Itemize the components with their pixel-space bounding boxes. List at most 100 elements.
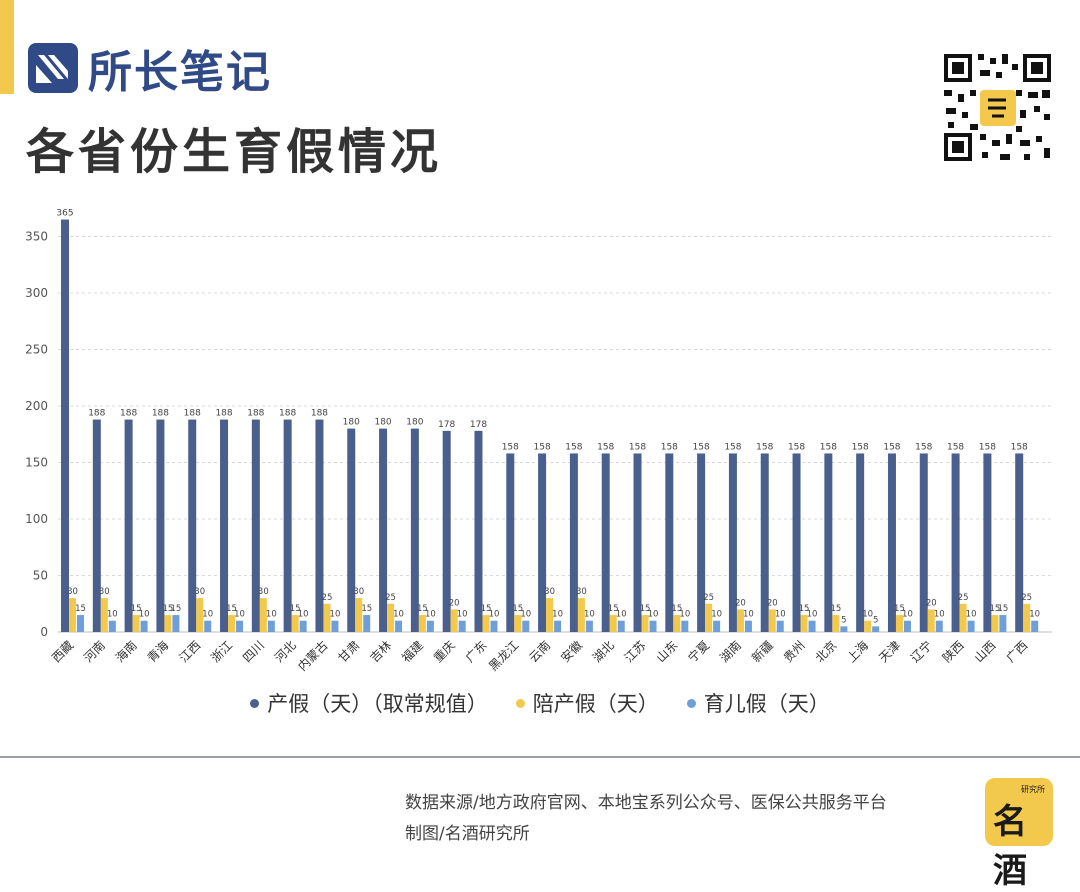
bar-paternity (355, 598, 363, 632)
data-label: 30 (194, 587, 205, 597)
footer-divider (0, 756, 1080, 758)
x-tick-label: 黑龙江 (486, 638, 521, 673)
bar-maternity (792, 453, 801, 632)
data-label: 15 (608, 604, 619, 614)
data-label: 20 (767, 598, 778, 608)
bar-childcare (458, 620, 466, 632)
bar-paternity (323, 603, 331, 632)
data-label: 30 (576, 587, 587, 597)
chart: 0 50 100 150 200 250 300 350 365 30 15 西藏 188 30 10 河南 1… (25, 209, 1052, 674)
data-label: 20 (926, 598, 937, 608)
data-label: 15 (512, 604, 523, 614)
x-tick-label: 青海 (144, 638, 172, 666)
bar-maternity (633, 453, 642, 632)
data-label: 158 (947, 442, 964, 452)
brand: 所长笔记 (28, 38, 272, 98)
bar-maternity (569, 453, 578, 632)
x-tick-label: 宁夏 (685, 638, 713, 666)
data-label: 158 (979, 442, 996, 452)
y-tick-label: 0 (40, 625, 48, 639)
bar-paternity (291, 615, 299, 632)
bar-childcare (744, 620, 752, 632)
bar-paternity (959, 603, 967, 632)
data-label: 30 (544, 587, 555, 597)
data-label: 10 (616, 610, 627, 620)
y-tick-label: 350 (25, 230, 48, 244)
data-label: 30 (353, 587, 364, 597)
x-tick-label: 吉林 (367, 638, 394, 665)
data-label: 158 (915, 442, 932, 452)
x-tick-label: 天津 (876, 638, 903, 665)
bar-paternity (800, 615, 808, 632)
data-label: 15 (417, 604, 428, 614)
data-label: 10 (934, 610, 945, 620)
data-label: 10 (266, 610, 277, 620)
data-label: 188 (120, 409, 137, 419)
data-label: 25 (385, 593, 396, 603)
bar-childcare (236, 620, 244, 632)
bar-maternity (887, 453, 896, 632)
data-label: 15 (799, 604, 810, 614)
data-label: 10 (234, 610, 245, 620)
data-label: 15 (290, 604, 301, 614)
bar-paternity (609, 615, 617, 632)
bar-childcare (108, 620, 116, 632)
data-label: 10 (679, 610, 690, 620)
bar-maternity (379, 428, 388, 632)
brand-name: 所长笔记 (88, 47, 272, 98)
data-label: 30 (99, 587, 110, 597)
data-label: 10 (489, 610, 500, 620)
data-label: 10 (1029, 610, 1040, 620)
data-label: 158 (852, 442, 869, 452)
data-label: 15 (226, 604, 237, 614)
bar-maternity (760, 453, 769, 632)
bar-childcare (299, 620, 307, 632)
bar-paternity (673, 615, 681, 632)
data-label: 158 (629, 442, 646, 452)
legend-dot-paternity (515, 698, 525, 708)
data-label: 180 (374, 418, 391, 428)
bar-childcare (903, 620, 911, 632)
bar-paternity (100, 598, 108, 632)
bar-maternity (156, 419, 165, 632)
y-tick-label: 250 (25, 343, 48, 357)
bar-paternity (164, 615, 172, 632)
bar-paternity (418, 615, 426, 632)
bar-childcare (840, 626, 848, 632)
x-tick-label: 四川 (240, 638, 267, 665)
bar-childcare (490, 620, 498, 632)
data-label: 10 (584, 610, 595, 620)
data-label: 158 (788, 442, 805, 452)
bar-maternity (951, 453, 960, 632)
x-tick-label: 海南 (112, 638, 140, 666)
accent-bar (0, 0, 14, 94)
data-label: 158 (883, 442, 900, 452)
data-label: 15 (989, 604, 1000, 614)
x-tick-label: 山东 (654, 638, 681, 665)
bar-paternity (577, 598, 585, 632)
bar-paternity (736, 609, 744, 632)
bar-childcare (426, 620, 434, 632)
bar-maternity (283, 419, 292, 632)
data-label: 158 (502, 442, 519, 452)
bar-paternity (196, 598, 204, 632)
x-tick-label: 辽宁 (907, 638, 935, 666)
x-tick-label: 湖北 (589, 638, 617, 666)
bar-maternity (410, 428, 419, 632)
bar-maternity (824, 453, 833, 632)
data-label: 188 (279, 409, 296, 419)
data-label: 365 (56, 209, 73, 219)
data-label: 10 (711, 610, 722, 620)
data-label: 10 (902, 610, 913, 620)
bar-maternity (538, 453, 547, 632)
data-label: 10 (966, 610, 977, 620)
bar-maternity (983, 453, 992, 632)
bar-maternity (220, 419, 229, 632)
data-label: 10 (330, 610, 341, 620)
legend-label-childcare: 育儿假（天） (703, 692, 830, 716)
bar-childcare (617, 620, 625, 632)
x-tick-label: 江西 (176, 638, 203, 665)
data-label: 158 (534, 442, 551, 452)
bar-paternity (228, 615, 236, 632)
bar-paternity (864, 620, 872, 632)
